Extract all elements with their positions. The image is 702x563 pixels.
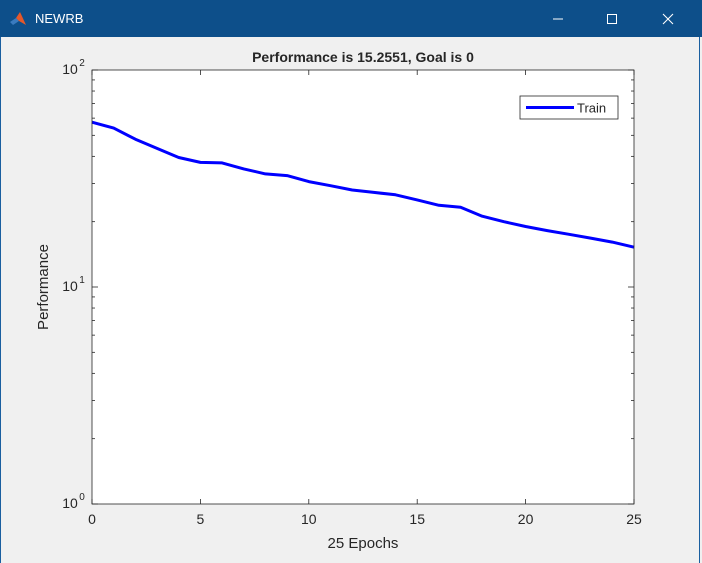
y-tick-exponent: 0: [79, 492, 85, 503]
y-tick-label: 10: [62, 495, 78, 511]
window-titlebar: NEWRB: [0, 0, 702, 37]
x-tick-label: 10: [301, 511, 317, 527]
y-tick-exponent: 1: [79, 275, 85, 286]
y-tick-label: 10: [62, 278, 78, 294]
x-tick-label: 20: [518, 511, 534, 527]
plot-area: [92, 70, 634, 504]
performance-chart: Performance is 15.2551, Goal is 0 0 5 10 15…: [35, 49, 642, 552]
close-button[interactable]: [645, 0, 691, 37]
x-tick-label: 5: [197, 511, 205, 527]
window-frame: [0, 37, 700, 563]
x-axis-label: 25 Epochs: [328, 535, 399, 552]
plot-border: [91, 69, 635, 505]
y-axis-label: Performance: [35, 244, 52, 330]
y-minor-ticks: [92, 79, 634, 440]
x-tick-label: 0: [88, 511, 96, 527]
minimize-icon: [553, 18, 563, 19]
window-title: NEWRB: [35, 11, 84, 26]
x-tick-label: 15: [409, 511, 425, 527]
maximize-icon: [607, 13, 617, 24]
close-icon: [662, 13, 674, 24]
matlab-logo-icon: [10, 12, 26, 25]
legend-label-train: Train: [577, 101, 606, 116]
y-tick-exponent: 2: [79, 58, 85, 69]
y-tick-label: 10: [62, 61, 78, 77]
legend[interactable]: Train: [519, 95, 619, 120]
maximize-button[interactable]: [589, 0, 635, 37]
series-line-train: [91, 120, 635, 249]
x-tick-labels: 0 5 10 15 20 25: [88, 511, 642, 527]
minimize-button[interactable]: [535, 0, 581, 37]
chart-title: Performance is 15.2551, Goal is 0: [252, 49, 474, 65]
x-tick-label: 25: [626, 511, 642, 527]
